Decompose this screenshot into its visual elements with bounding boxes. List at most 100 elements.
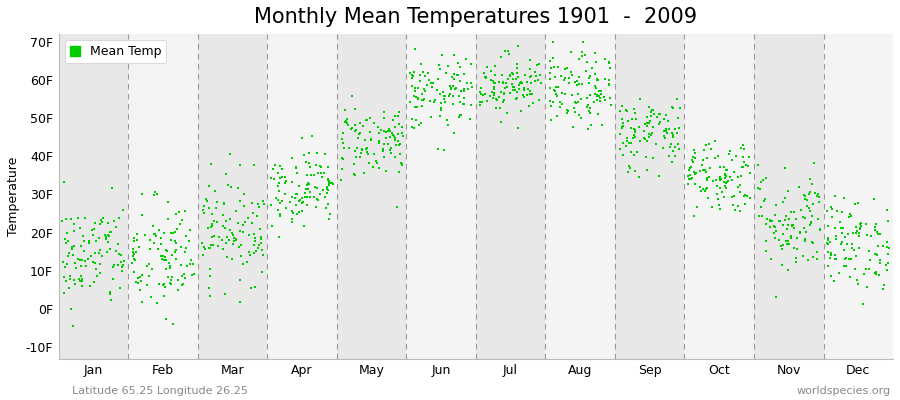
Point [303, 172, 318, 178]
Point [802, 190, 816, 197]
Point [437, 98, 452, 105]
Point [497, 91, 511, 97]
Point [659, 126, 673, 132]
Point [243, 252, 257, 259]
Point [96, 215, 111, 222]
Point [296, 198, 310, 205]
Point [168, 256, 183, 262]
Point [522, 102, 536, 109]
Point [168, 247, 183, 253]
Point [169, 211, 184, 218]
Point [479, 73, 493, 80]
Point [615, 103, 629, 109]
Point [590, 92, 604, 98]
Point [687, 213, 701, 220]
Point [300, 181, 314, 188]
Point [363, 115, 377, 121]
Point [857, 270, 871, 277]
Point [299, 185, 313, 192]
Point [735, 154, 750, 160]
Point [781, 222, 796, 228]
Point [776, 222, 790, 228]
Point [828, 256, 842, 262]
Point [220, 254, 234, 260]
Point [101, 220, 115, 226]
Point [353, 120, 367, 126]
Point [473, 84, 488, 91]
Point [446, 93, 460, 99]
Point [158, 266, 173, 272]
Point [581, 74, 596, 81]
Point [378, 128, 392, 135]
Point [811, 216, 825, 222]
Point [628, 128, 643, 135]
Point [126, 246, 140, 252]
Point [707, 138, 722, 145]
Point [85, 227, 99, 234]
Point [659, 111, 673, 118]
Point [728, 206, 742, 213]
Point [838, 234, 852, 240]
Point [202, 205, 216, 211]
Point [305, 133, 320, 140]
Point [645, 155, 660, 162]
Point [411, 122, 426, 128]
Point [584, 122, 598, 128]
Point [873, 256, 887, 263]
Point [105, 184, 120, 191]
Point [813, 226, 827, 233]
Point [426, 80, 440, 86]
Point [495, 72, 509, 78]
Point [297, 152, 311, 158]
Point [686, 159, 700, 165]
Point [80, 256, 94, 262]
Point [439, 70, 454, 76]
Point [710, 191, 724, 197]
Point [696, 157, 710, 163]
Point [510, 43, 525, 49]
Point [846, 230, 860, 236]
Point [292, 197, 307, 203]
Point [158, 254, 173, 260]
Point [278, 190, 293, 197]
Point [598, 56, 612, 63]
Point [779, 238, 794, 244]
Point [248, 284, 263, 290]
Point [151, 227, 166, 233]
Point [127, 256, 141, 262]
Point [92, 250, 106, 256]
Point [558, 66, 572, 72]
Point [646, 106, 661, 113]
Point [832, 270, 846, 276]
Point [837, 263, 851, 270]
Point [392, 142, 407, 148]
Point [395, 133, 410, 139]
Point [598, 96, 612, 103]
Point [376, 141, 391, 147]
Point [575, 80, 590, 87]
Point [821, 240, 835, 247]
Point [292, 209, 306, 216]
Point [68, 220, 82, 227]
Point [68, 277, 82, 283]
Point [461, 85, 475, 92]
Point [626, 134, 641, 141]
Point [177, 208, 192, 214]
Point [653, 111, 668, 117]
Point [663, 144, 678, 150]
Point [486, 95, 500, 102]
Point [773, 218, 788, 224]
Point [781, 238, 796, 245]
Point [220, 240, 234, 246]
Point [334, 136, 348, 142]
Point [878, 261, 893, 268]
Point [290, 190, 304, 197]
Point [798, 236, 813, 242]
Point [618, 143, 633, 149]
Point [711, 152, 725, 159]
Point [836, 225, 850, 232]
Point [311, 170, 326, 176]
Point [731, 184, 745, 190]
Point [389, 142, 403, 148]
Point [544, 65, 559, 71]
